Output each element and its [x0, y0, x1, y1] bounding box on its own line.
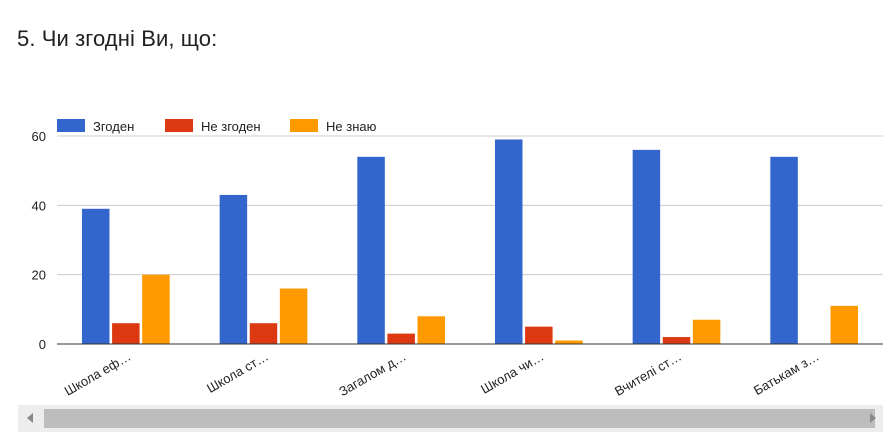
y-tick-label: 0 — [39, 337, 46, 352]
y-tick-label: 40 — [32, 198, 46, 213]
page-title: 5. Чи згодні Ви, що: — [17, 26, 218, 51]
axes: 0 20 40 60 Школа еф… Школа ст… Загалом д… Школа… — [32, 129, 883, 399]
bar[interactable] — [142, 274, 170, 344]
y-tick-label: 60 — [32, 129, 46, 144]
bar[interactable] — [219, 194, 248, 344]
x-tick-label: Вчителі ст… — [612, 349, 684, 399]
bar[interactable] — [417, 316, 446, 344]
bar[interactable] — [249, 323, 278, 344]
bar[interactable] — [525, 326, 553, 344]
legend-swatch — [57, 119, 85, 132]
bar[interactable] — [112, 323, 140, 344]
bar[interactable] — [387, 333, 415, 344]
bar[interactable] — [555, 340, 583, 344]
x-tick-label: Загалом д… — [336, 349, 408, 399]
legend-swatch — [165, 119, 193, 132]
x-tick-label: Школа чи… — [478, 349, 546, 397]
bar[interactable] — [81, 208, 110, 344]
chevron-left-icon[interactable] — [27, 413, 33, 423]
gridlines — [57, 135, 883, 276]
x-tick-label: Школа еф… — [62, 349, 134, 399]
scrollbar-thumb[interactable] — [44, 409, 875, 428]
y-tick-label: 20 — [32, 268, 46, 283]
bars — [81, 139, 859, 344]
bar-chart: 0 20 40 60 Школа еф… Школа ст… Загалом д… Школа… — [32, 119, 883, 399]
bar[interactable] — [494, 139, 523, 344]
bar[interactable] — [632, 149, 661, 344]
bar[interactable] — [357, 156, 385, 344]
horizontal-scrollbar[interactable] — [18, 405, 883, 432]
x-tick-label: Батькам з… — [751, 349, 822, 398]
bar[interactable] — [770, 156, 798, 344]
chevron-right-icon[interactable] — [870, 413, 876, 423]
legend-label: Згоден — [93, 119, 134, 134]
legend-swatch — [290, 119, 318, 132]
bar[interactable] — [830, 305, 859, 344]
bar[interactable] — [279, 288, 308, 344]
bar[interactable] — [692, 319, 721, 344]
bar[interactable] — [662, 337, 691, 344]
legend: Згоден Не згоден Не знаю — [57, 119, 377, 134]
legend-label: Не знаю — [326, 119, 377, 134]
legend-label: Не згоден — [201, 119, 261, 134]
x-tick-label: Школа ст… — [204, 349, 271, 396]
